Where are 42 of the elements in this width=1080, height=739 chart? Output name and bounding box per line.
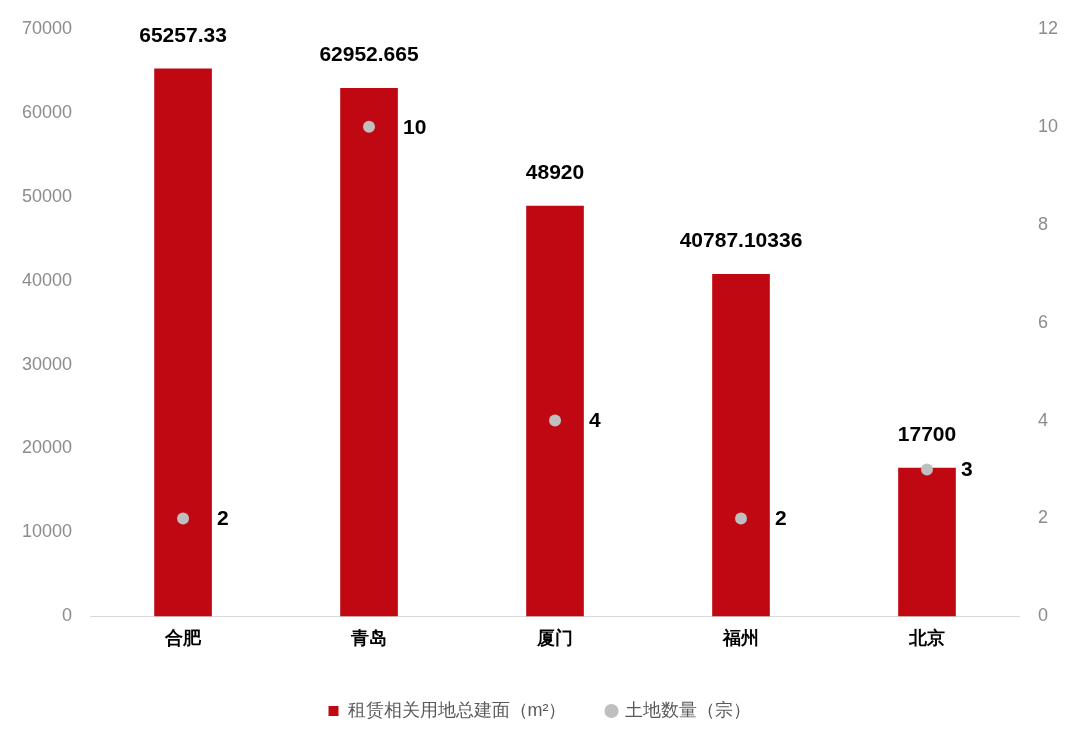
bar [154, 68, 212, 617]
y-tick-label: 70000 [21, 17, 73, 38]
data-label: 40787.10336 [679, 228, 803, 252]
point [177, 512, 190, 525]
y2-tick-label: 0 [1037, 605, 1048, 626]
data-label: 10 [403, 114, 427, 138]
y-tick-label: 60000 [21, 101, 73, 122]
x-tick-label: 合肥 [164, 628, 203, 649]
y2-tick-label: 4 [1037, 409, 1048, 430]
data-label: 48920 [525, 160, 585, 184]
y2-tick-label: 12 [1037, 17, 1059, 38]
y-tick-label: 50000 [21, 185, 73, 206]
bar [898, 467, 956, 617]
x-tick-label: 厦门 [536, 628, 574, 649]
point [735, 512, 747, 525]
x-tick-label: 北京 [907, 628, 945, 649]
data-label: 3 [960, 457, 973, 481]
point [363, 120, 376, 133]
bar [712, 274, 770, 617]
y2-tick-label: 6 [1037, 311, 1048, 332]
y-tick-label: 40000 [21, 269, 73, 290]
legend-label: 租赁相关用地总建面（m²） [347, 699, 567, 720]
data-label: 17700 [897, 422, 957, 446]
x-tick-label: 青岛 [350, 628, 388, 649]
y-tick-label: 20000 [21, 437, 73, 458]
data-label: 2 [775, 506, 787, 530]
x-tick-label: 福州 [722, 628, 759, 649]
legend-label: 土地数量（宗） [625, 699, 752, 720]
data-label: 62952.665 [319, 42, 419, 66]
y-tick-label: 0 [62, 605, 73, 626]
point [920, 463, 933, 476]
data-label: 2 [217, 506, 229, 530]
y2-tick-label: 10 [1037, 115, 1059, 136]
point [549, 414, 562, 427]
data-label: 65257.33 [139, 22, 227, 46]
data-label: 4 [589, 408, 602, 432]
y2-tick-label: 8 [1037, 213, 1048, 234]
y-tick-label: 30000 [21, 353, 73, 374]
y2-tick-label: 2 [1037, 507, 1048, 528]
bar [340, 87, 398, 617]
bar [526, 205, 584, 617]
y-tick-label: 10000 [21, 521, 73, 542]
